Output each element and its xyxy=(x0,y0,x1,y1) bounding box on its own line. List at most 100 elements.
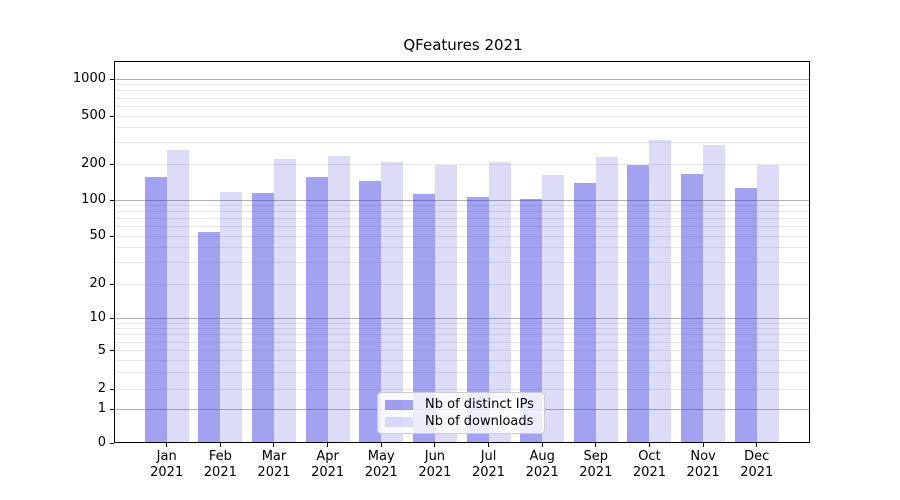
bar-downloads xyxy=(595,156,618,443)
x-tick-year: 2021 xyxy=(471,465,506,480)
x-axis-tick-label: Oct 2021 xyxy=(621,449,677,481)
gridline-minor xyxy=(115,322,810,324)
bar-downloads xyxy=(166,149,189,443)
x-tick-month: Jul xyxy=(480,449,497,464)
gridline-minor xyxy=(115,218,810,220)
x-axis-tick-label: Jun 2021 xyxy=(407,449,463,481)
gridline-minor xyxy=(115,283,810,285)
bar-distinct-ips xyxy=(627,165,650,443)
x-axis-tick-label: Jul 2021 xyxy=(461,449,517,481)
gridline-minor xyxy=(115,84,810,86)
y-axis-tick-label: 1 xyxy=(97,401,106,417)
bar-downloads xyxy=(542,174,565,443)
x-tick-month: Jun xyxy=(424,449,446,464)
x-tick-year: 2021 xyxy=(150,465,184,480)
legend-swatch-distinct-ips xyxy=(385,399,413,410)
x-axis-tick xyxy=(756,443,758,447)
bar-distinct-ips xyxy=(734,188,757,443)
x-axis-tick xyxy=(541,443,543,447)
x-tick-month: Sep xyxy=(583,449,609,464)
x-tick-year: 2021 xyxy=(203,465,237,480)
gridline-major xyxy=(115,199,810,201)
gridline-minor xyxy=(115,247,810,249)
x-axis-tick-label: Aug 2021 xyxy=(514,449,570,481)
x-axis-tick-label: Jan 2021 xyxy=(139,449,195,481)
legend-swatch-downloads xyxy=(385,416,413,427)
bar-distinct-ips xyxy=(573,183,596,443)
x-axis-tick-label: Feb 2021 xyxy=(192,449,248,481)
y-axis-tick xyxy=(110,235,114,237)
gridline-major xyxy=(115,317,810,319)
x-tick-month: Oct xyxy=(638,449,661,464)
gridline-minor xyxy=(115,105,810,107)
bar-downloads xyxy=(649,140,672,443)
y-axis-tick-label: 10 xyxy=(89,310,106,326)
gridline-minor xyxy=(115,388,810,390)
x-axis-tick xyxy=(595,443,597,447)
x-axis-tick-label: Dec 2021 xyxy=(729,449,785,481)
y-axis-tick-label: 50 xyxy=(89,228,106,243)
x-axis-tick xyxy=(166,443,168,447)
y-axis-tick xyxy=(110,317,114,319)
x-tick-year: 2021 xyxy=(364,465,398,480)
legend: Nb of distinct IPs Nb of downloads xyxy=(377,392,545,434)
x-axis-tick xyxy=(327,443,329,447)
x-tick-year: 2021 xyxy=(740,465,774,480)
bar-downloads xyxy=(756,164,779,443)
bar-downloads xyxy=(220,192,243,443)
x-tick-year: 2021 xyxy=(686,465,720,480)
bar-downloads xyxy=(273,158,296,443)
y-axis-tick xyxy=(110,199,114,201)
gridline-minor xyxy=(115,328,810,330)
bar-distinct-ips xyxy=(144,177,167,443)
bar-downloads xyxy=(381,161,404,443)
bar-distinct-ips xyxy=(520,198,543,443)
gridline-minor xyxy=(115,341,810,343)
gridline-minor xyxy=(115,127,810,129)
bar-distinct-ips xyxy=(305,177,328,443)
legend-item-distinct-ips: Nb of distinct IPs xyxy=(385,397,538,412)
x-axis-tick-label: May 2021 xyxy=(353,449,409,481)
gridline-minor xyxy=(115,97,810,99)
x-axis-tick-label: Sep 2021 xyxy=(568,449,624,481)
x-tick-month: Jan xyxy=(156,449,177,464)
y-axis-tick-label: 200 xyxy=(81,156,106,172)
x-tick-year: 2021 xyxy=(525,465,559,480)
x-tick-month: Apr xyxy=(316,449,339,464)
gridline-minor xyxy=(115,334,810,336)
x-axis-tick xyxy=(488,443,490,447)
x-axis-tick xyxy=(219,443,221,447)
chart-title: QFeatures 2021 xyxy=(403,36,523,54)
x-tick-month: Aug xyxy=(529,449,555,464)
x-axis-tick-label: Nov 2021 xyxy=(675,449,731,481)
y-axis-tick-label: 2 xyxy=(97,381,106,397)
y-axis-tick-label: 0 xyxy=(97,435,106,450)
bar-downloads xyxy=(488,162,511,443)
x-tick-year: 2021 xyxy=(579,465,613,480)
gridline-minor xyxy=(115,262,810,264)
x-tick-year: 2021 xyxy=(311,465,345,480)
y-axis-tick xyxy=(110,78,114,80)
gridline-minor xyxy=(115,235,810,237)
x-axis-tick-label: Mar 2021 xyxy=(246,449,302,481)
legend-label-downloads: Nb of downloads xyxy=(425,414,534,429)
y-axis-tick xyxy=(110,283,114,285)
x-tick-year: 2021 xyxy=(418,465,452,480)
gridline-minor xyxy=(115,226,810,228)
x-axis-tick xyxy=(648,443,650,447)
x-axis-tick xyxy=(273,443,275,447)
x-tick-month: Nov xyxy=(690,449,716,464)
legend-item-downloads: Nb of downloads xyxy=(385,414,538,429)
bar-distinct-ips xyxy=(198,232,221,443)
x-tick-year: 2021 xyxy=(632,465,666,480)
gridline-major xyxy=(115,78,810,80)
bar-distinct-ips xyxy=(251,192,274,443)
y-axis-tick-label: 100 xyxy=(81,192,106,207)
y-axis-tick-label: 20 xyxy=(89,276,106,291)
y-axis-tick xyxy=(110,350,114,352)
y-axis-tick xyxy=(110,163,114,165)
y-axis-tick xyxy=(110,408,114,410)
gridline-minor xyxy=(115,204,810,206)
x-tick-year: 2021 xyxy=(257,465,291,480)
gridline-minor xyxy=(115,371,810,373)
